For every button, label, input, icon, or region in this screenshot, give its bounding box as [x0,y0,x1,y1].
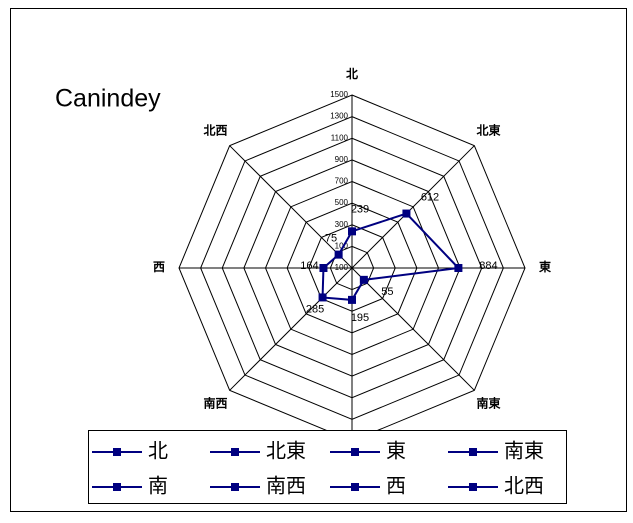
category-label: 東 [539,259,551,274]
data-point [402,209,411,218]
data-label: 239 [351,203,369,215]
legend-marker [351,448,359,456]
tick-label: 100 [335,241,349,250]
data-point [348,227,356,236]
tick-label: 1500 [330,90,348,99]
tick-label: 500 [335,198,349,207]
legend-marker [231,483,239,491]
legend-label: 北 [148,439,168,462]
tick-label: 1100 [331,133,349,142]
data-point [454,264,463,272]
data-label: 75 [325,232,337,244]
data-point [348,295,356,304]
spoke [229,267,353,391]
data-point [359,275,368,284]
category-label: 南西 [204,396,228,411]
spoke [351,145,475,269]
legend-marker [469,448,477,456]
data-point [319,264,328,272]
data-point [334,250,343,259]
tick-label: 700 [335,177,349,186]
tick-label: 300 [335,220,349,229]
legend-marker [113,483,121,491]
marks: 239 612 884 55 195 285 164 75 [300,191,497,323]
tick-label: 1300 [330,112,348,121]
legend-marker [113,448,121,456]
data-label: 285 [306,303,324,315]
legend-marker [231,448,239,456]
legend-label: 南西 [266,474,306,497]
legend-box [88,430,567,504]
legend-marker [469,483,477,491]
data-label: 55 [381,286,393,298]
chart-frame [10,8,627,512]
data-label: 884 [479,260,497,272]
data-point [318,293,327,302]
legend-label: 西 [386,475,406,497]
data-label: 612 [421,191,439,203]
spoke [351,267,475,391]
legend-label: 南 [148,474,168,497]
spoke [229,145,353,269]
legend-label: 北西 [504,474,544,497]
legend-marker [351,483,359,491]
legend-label: 南東 [504,439,544,462]
chart-title: Canindey [55,85,161,113]
category-label: 北 [346,66,358,81]
category-label: 南東 [476,396,500,411]
tick-label: 900 [335,155,349,164]
legend-label: 東 [386,439,406,462]
legend: 北 北東 東 南東南 南西 西 北西 [88,430,567,504]
data-label: 164 [300,260,318,272]
legend-label: 北東 [266,439,306,462]
data-label: 195 [351,312,369,324]
category-label: 西 [153,260,165,274]
category-label: 北西 [204,123,228,138]
category-label: 北東 [476,123,500,138]
grid: -100100300500700900110013001500北北東東南東南南西… [153,66,551,467]
